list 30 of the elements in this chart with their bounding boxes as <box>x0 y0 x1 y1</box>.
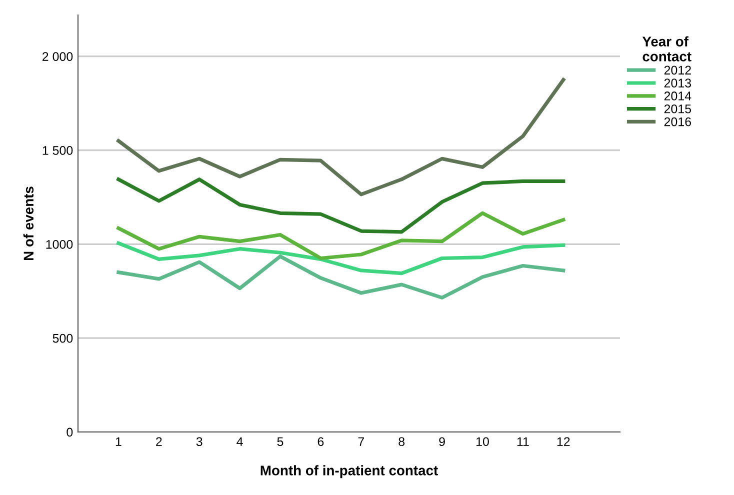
x-tick-label: 3 <box>196 437 202 446</box>
line-series <box>116 254 566 300</box>
legend-label: 2013 <box>664 78 692 88</box>
x-tick-label: 9 <box>439 437 445 446</box>
x-tick-label: 1 <box>116 437 122 446</box>
y-tick-label: 1000 <box>46 240 73 249</box>
legend-label: 2012 <box>664 66 691 75</box>
x-tick-label: 2 <box>156 437 162 446</box>
line-series <box>116 78 566 196</box>
x-tick-label: 7 <box>358 437 364 446</box>
y-tick-label: 0 <box>66 428 73 437</box>
x-tick-label: 12 <box>557 437 570 446</box>
y-tick-label: 2 000 <box>42 52 73 61</box>
y-tick-label: 500 <box>52 334 73 343</box>
x-axis-title: Month of in-patient contact <box>260 465 438 478</box>
x-tick-label: 5 <box>277 437 284 446</box>
x-tick-label: 11 <box>517 437 529 446</box>
legend-title: Year of contact <box>642 36 692 62</box>
legend-label: 2015 <box>664 104 692 114</box>
x-tick-label: 10 <box>476 437 489 446</box>
legend-label: 2016 <box>664 117 692 126</box>
x-tick-label: 6 <box>318 437 324 446</box>
y-axis-title: N of events <box>23 186 34 260</box>
x-tick-label: 4 <box>236 437 243 446</box>
legend-label: 2014 <box>664 92 692 100</box>
line-series <box>116 211 566 260</box>
line-series <box>116 178 566 234</box>
x-tick-label: 8 <box>398 437 405 446</box>
y-tick-label: 1 500 <box>42 146 73 155</box>
line-series <box>116 241 566 276</box>
